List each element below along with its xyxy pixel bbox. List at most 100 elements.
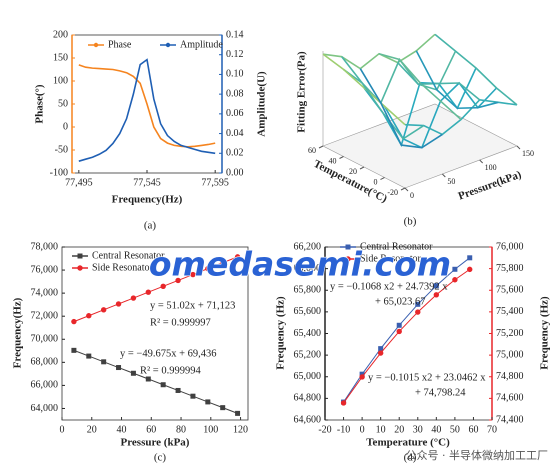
x-tick-label: 0 <box>360 424 365 435</box>
x-tick <box>516 145 521 150</box>
marker <box>175 277 181 284</box>
marker <box>467 255 473 261</box>
marker <box>190 393 196 399</box>
y2-tick-label: 75,400 <box>496 306 524 317</box>
z-axis-title: Fitting Error(Pa) <box>296 51 308 133</box>
marker <box>359 374 365 380</box>
marker <box>190 271 196 278</box>
watermark: 公众号 · 半导体微纳加工工厂 <box>406 448 549 462</box>
marker <box>145 376 151 382</box>
marker <box>205 399 211 405</box>
y-tick-label: 50 <box>58 98 68 109</box>
legend-marker <box>93 42 99 48</box>
y2-tick-label: 75,800 <box>496 263 524 274</box>
x-tick-label: 0 <box>60 424 65 435</box>
marker <box>340 400 347 406</box>
annotation: + 74,798.24 <box>415 387 466 398</box>
x-tick-label: 100 <box>485 163 497 172</box>
y-tick <box>339 156 344 159</box>
caption: (c) <box>154 452 167 464</box>
y-tick-label: 200 <box>53 29 68 40</box>
y2-tick-label: 0.12 <box>226 49 244 60</box>
y2-axis-title: Frequency (Hz) <box>539 296 551 370</box>
caption: (d) <box>404 452 417 464</box>
marker <box>175 387 181 393</box>
legend-marker <box>77 253 83 259</box>
y-tick-label: 20 <box>349 167 357 176</box>
x-tick-label: 20 <box>394 424 404 435</box>
x-tick-label: 20 <box>87 424 97 435</box>
legend-label: Side Resonator <box>360 253 421 264</box>
y-tick-label: 0 <box>63 121 68 132</box>
surface-column <box>359 68 443 149</box>
y-tick-label: 74,000 <box>31 287 59 298</box>
marker <box>145 289 152 295</box>
x-tick-label: 120 <box>233 424 248 435</box>
annotation: y = 51.02x + 71,123 <box>150 300 235 311</box>
x-tick-label: 40 <box>117 424 127 435</box>
annotation: R² = 0.999997 <box>150 317 211 328</box>
watermark: omedasemi.com <box>149 245 451 284</box>
marker <box>359 371 365 377</box>
y-tick-label: 65,800 <box>294 285 322 296</box>
annotation: y = −49.675x + 69,436 <box>120 348 217 359</box>
x-tick <box>441 173 446 178</box>
y2-tick-label: 0.04 <box>226 128 244 139</box>
y-tick-label: 100 <box>53 75 68 86</box>
y-tick-label: 66,000 <box>294 263 322 274</box>
y-tick-label: 65,400 <box>294 328 322 339</box>
legend-marker <box>345 244 351 250</box>
marker <box>452 266 458 272</box>
annotation: y = −0.1015 x2 + 23.0462 x <box>368 372 486 383</box>
x-tick-label: -10 <box>337 424 350 435</box>
y-tick-label: 64,000 <box>31 403 59 414</box>
legend-label: Phase <box>108 39 132 50</box>
x-tick-label: 100 <box>203 424 218 435</box>
marker <box>160 283 166 290</box>
marker <box>130 295 137 301</box>
marker <box>234 254 241 260</box>
y-tick <box>318 145 324 149</box>
x-tick-label: 50 <box>447 177 455 186</box>
annotation: + 65,023.67 <box>375 296 426 307</box>
y-tick-label: 72,000 <box>31 310 59 321</box>
marker <box>160 382 166 388</box>
surface-column <box>397 62 481 101</box>
y-axis-title: Frequency (Hz) <box>275 296 287 370</box>
y-axis-title: Phase(°) <box>34 84 46 124</box>
legend-label: Central Resonator <box>92 250 165 261</box>
y-tick-label: 65,200 <box>294 349 322 360</box>
series-line <box>343 257 471 403</box>
marker <box>396 328 402 335</box>
x-tick-label: 0 <box>410 191 414 200</box>
y-tick-label: 66,000 <box>31 380 59 391</box>
annotation: y = −0.1068 x2 + 24.7392 x <box>330 281 448 292</box>
surface-column <box>415 50 499 110</box>
marker <box>396 322 402 328</box>
y-tick-label: -50 <box>55 144 68 155</box>
y-tick-label: 64,600 <box>294 414 322 425</box>
y2-tick-label: 76,000 <box>496 241 524 252</box>
marker <box>433 283 439 289</box>
marker <box>101 359 107 365</box>
panel: 77,495 77,545 77,595 -100 -50 0 50 100 150 200 0.0… <box>34 29 268 205</box>
y-tick-label: 150 <box>53 52 68 63</box>
x-tick-label: 77,495 <box>65 177 93 188</box>
legend-label: Side Resonator <box>92 262 153 273</box>
marker <box>71 318 77 325</box>
panel: 0 20 40 60 80 100 120 64,000 66,000 68,000 70,000 7… <box>12 241 249 449</box>
surface-column <box>378 52 462 121</box>
y-tick-label: 76,000 <box>31 264 59 275</box>
x-tick <box>479 159 484 164</box>
caption: (b) <box>404 216 417 228</box>
x-axis-title: Pressure (kPa) <box>121 437 190 449</box>
y2-tick-label: 0.08 <box>226 88 244 99</box>
y2-tick-label: 0.14 <box>226 29 244 40</box>
marker <box>220 260 226 266</box>
marker <box>86 353 92 359</box>
marker <box>415 301 421 307</box>
y2-tick-label: 0.06 <box>226 108 244 119</box>
x-tick-label: 60 <box>468 424 478 435</box>
